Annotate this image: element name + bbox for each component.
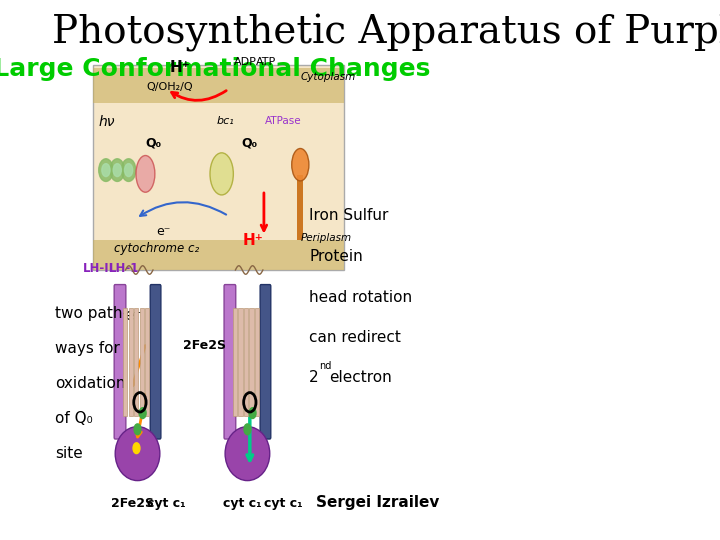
Text: cyt c₁: cyt c₁ bbox=[223, 497, 261, 510]
Text: Q₀: Q₀ bbox=[145, 137, 161, 150]
FancyBboxPatch shape bbox=[260, 285, 271, 439]
Bar bbox=[134, 308, 138, 416]
FancyBboxPatch shape bbox=[150, 285, 161, 439]
Circle shape bbox=[122, 159, 136, 181]
Circle shape bbox=[102, 164, 110, 177]
Text: 2Fe2S: 2Fe2S bbox=[111, 497, 154, 510]
Circle shape bbox=[133, 443, 140, 454]
Circle shape bbox=[99, 159, 113, 181]
FancyBboxPatch shape bbox=[114, 285, 126, 439]
Text: cyt c₁: cyt c₁ bbox=[148, 497, 186, 510]
Bar bbox=[255, 308, 259, 416]
Ellipse shape bbox=[292, 148, 309, 181]
Bar bbox=[297, 176, 303, 240]
Text: ADP: ADP bbox=[234, 57, 257, 67]
Circle shape bbox=[113, 164, 122, 177]
Bar bbox=[129, 308, 132, 416]
Text: ATP: ATP bbox=[256, 57, 276, 67]
Text: e⁻: e⁻ bbox=[124, 308, 141, 323]
Text: Q/OH₂/Q: Q/OH₂/Q bbox=[147, 83, 194, 92]
Bar bbox=[123, 308, 127, 416]
Text: site: site bbox=[55, 446, 83, 461]
Text: Iron Sulfur: Iron Sulfur bbox=[310, 208, 389, 224]
Ellipse shape bbox=[210, 153, 233, 195]
Text: H⁺: H⁺ bbox=[170, 60, 191, 75]
Circle shape bbox=[139, 408, 146, 418]
Circle shape bbox=[134, 424, 141, 435]
Bar bbox=[244, 308, 248, 416]
Text: ways for: ways for bbox=[55, 341, 120, 356]
Text: head rotation: head rotation bbox=[310, 289, 413, 305]
Text: cytochrome c₂: cytochrome c₂ bbox=[114, 242, 199, 255]
Text: e⁻: e⁻ bbox=[156, 225, 171, 238]
Text: of Q₀: of Q₀ bbox=[55, 411, 93, 426]
Bar bbox=[93, 240, 343, 270]
Circle shape bbox=[125, 164, 132, 177]
Bar bbox=[93, 65, 343, 270]
Bar bbox=[145, 308, 149, 416]
Circle shape bbox=[244, 424, 251, 435]
Ellipse shape bbox=[115, 427, 160, 481]
Text: Photosynthetic Apparatus of Purple Bacteria: Photosynthetic Apparatus of Purple Bacte… bbox=[52, 14, 720, 51]
Text: 2: 2 bbox=[310, 370, 319, 386]
Text: nd: nd bbox=[319, 361, 331, 371]
Text: oxidation: oxidation bbox=[55, 376, 125, 391]
Text: two path-: two path- bbox=[55, 306, 128, 321]
Text: LH-II: LH-II bbox=[83, 262, 114, 275]
Bar bbox=[238, 308, 243, 416]
Ellipse shape bbox=[136, 156, 155, 192]
Bar bbox=[233, 308, 237, 416]
Text: can redirect: can redirect bbox=[310, 330, 401, 345]
Ellipse shape bbox=[225, 427, 270, 481]
Text: Sergei Izrailev: Sergei Izrailev bbox=[316, 495, 439, 510]
Text: 2Fe2S: 2Fe2S bbox=[183, 339, 226, 352]
Bar bbox=[140, 308, 144, 416]
Text: Very Large Conformational Changes: Very Large Conformational Changes bbox=[0, 57, 430, 80]
Text: bc₁: bc₁ bbox=[216, 117, 234, 126]
Text: cyt c₁: cyt c₁ bbox=[264, 497, 303, 510]
Bar bbox=[250, 308, 253, 416]
Text: Periplasm: Periplasm bbox=[301, 233, 352, 242]
Bar bbox=[93, 68, 343, 103]
Text: electron: electron bbox=[329, 370, 392, 386]
Text: LH-1: LH-1 bbox=[109, 262, 139, 275]
Text: H⁺: H⁺ bbox=[242, 233, 263, 248]
Text: Protein: Protein bbox=[310, 249, 363, 264]
Text: Cytoplasm: Cytoplasm bbox=[301, 72, 356, 82]
Text: ATPase: ATPase bbox=[265, 117, 302, 126]
Text: hν: hν bbox=[98, 114, 114, 129]
Circle shape bbox=[249, 408, 256, 418]
FancyBboxPatch shape bbox=[224, 285, 235, 439]
Circle shape bbox=[110, 159, 125, 181]
Text: Q₀: Q₀ bbox=[241, 137, 257, 150]
